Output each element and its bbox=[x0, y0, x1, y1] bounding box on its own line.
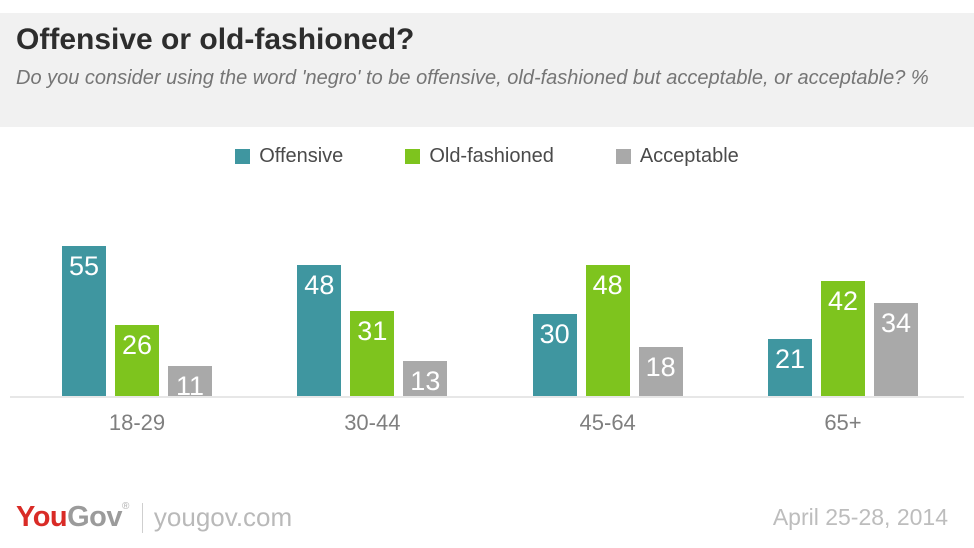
page-subtitle: Do you consider using the word 'negro' t… bbox=[16, 67, 929, 89]
bar-offensive-30-44: 48 bbox=[297, 265, 342, 396]
bar-value-old-fashioned-65: 42 bbox=[827, 286, 858, 316]
page-title: Offensive or old-fashioned? bbox=[16, 23, 415, 56]
legend-swatch-acceptable bbox=[615, 148, 631, 164]
bar-acceptable-18-29: 11 bbox=[168, 366, 212, 400]
bar-old-fashioned-65: 42 bbox=[820, 281, 865, 396]
bar-group-45-64: 30 48 18 bbox=[532, 168, 683, 396]
logo-you: You bbox=[16, 501, 68, 533]
logo-gov: Gov bbox=[67, 501, 123, 533]
legend-label-offensive: Offensive bbox=[259, 144, 344, 167]
registered-trademark-icon: ® bbox=[122, 501, 129, 512]
bar-old-fashioned-45-64: 48 bbox=[585, 265, 630, 396]
bar-value-acceptable-45-64: 18 bbox=[645, 352, 676, 382]
bar-old-fashioned-30-44: 31 bbox=[350, 311, 395, 396]
legend-swatch-offensive bbox=[235, 148, 251, 164]
bar-acceptable-65: 34 bbox=[873, 303, 918, 396]
bar-value-offensive-18-29: 55 bbox=[68, 251, 100, 281]
bar-value-acceptable-18-29: 11 bbox=[175, 371, 205, 401]
x-axis-line bbox=[10, 396, 964, 398]
logo-separator bbox=[141, 502, 143, 533]
top-strip bbox=[0, 0, 974, 13]
bar-acceptable-30-44: 13 bbox=[403, 361, 448, 396]
bar-offensive-18-29: 55 bbox=[62, 246, 106, 396]
legend-item-acceptable: Acceptable bbox=[615, 144, 739, 168]
yougov-logo: YouGov® yougov.com bbox=[16, 501, 292, 534]
legend-label-acceptable: Acceptable bbox=[639, 144, 739, 167]
bar-value-old-fashioned-18-29: 26 bbox=[121, 330, 153, 360]
bar-value-acceptable-30-44: 13 bbox=[410, 366, 441, 396]
chart-legend: Offensive Old-fashioned Acceptable bbox=[0, 144, 974, 168]
yougov-url: yougov.com bbox=[153, 502, 293, 532]
legend-item-offensive: Offensive bbox=[235, 145, 343, 168]
bar-value-old-fashioned-45-64: 48 bbox=[592, 270, 623, 300]
bar-value-offensive-30-44: 48 bbox=[304, 270, 335, 300]
category-axis-labels: 18-29 30-44 45-64 65+ bbox=[0, 410, 974, 436]
category-label-65: 65+ bbox=[824, 410, 862, 435]
bar-value-acceptable-65: 34 bbox=[880, 308, 911, 338]
legend-label-old-fashioned: Old-fashioned bbox=[429, 144, 554, 167]
bar-group-18-29: 55 26 11 bbox=[62, 168, 212, 400]
bar-offensive-65: 21 bbox=[767, 339, 812, 396]
survey-date: April 25-28, 2014 bbox=[772, 504, 948, 530]
bar-old-fashioned-18-29: 26 bbox=[115, 325, 159, 396]
category-label-30-44: 30-44 bbox=[344, 410, 401, 435]
legend-swatch-old-fashioned bbox=[405, 148, 421, 164]
bar-offensive-45-64: 30 bbox=[532, 314, 577, 396]
bar-value-offensive-45-64: 30 bbox=[539, 319, 570, 349]
bar-acceptable-45-64: 18 bbox=[638, 347, 683, 396]
bar-value-offensive-65: 21 bbox=[774, 344, 805, 374]
bar-group-65: 21 42 34 bbox=[767, 168, 918, 396]
category-label-45-64: 45-64 bbox=[579, 410, 636, 435]
chart-header: Offensive or old-fashioned? Do you consi… bbox=[0, 13, 974, 127]
legend-item-old-fashioned: Old-fashioned bbox=[405, 145, 554, 168]
footer: YouGov® yougov.com April 25-28, 2014 bbox=[0, 501, 974, 548]
yougov-logo-text: YouGov® bbox=[16, 501, 129, 534]
category-label-18-29: 18-29 bbox=[108, 410, 166, 435]
bar-group-30-44: 48 31 13 bbox=[297, 168, 448, 396]
bar-chart-plot: 55 26 11 48 31 13 30 48 18 21 42 34 bbox=[0, 168, 974, 400]
bar-value-old-fashioned-30-44: 31 bbox=[357, 316, 388, 346]
